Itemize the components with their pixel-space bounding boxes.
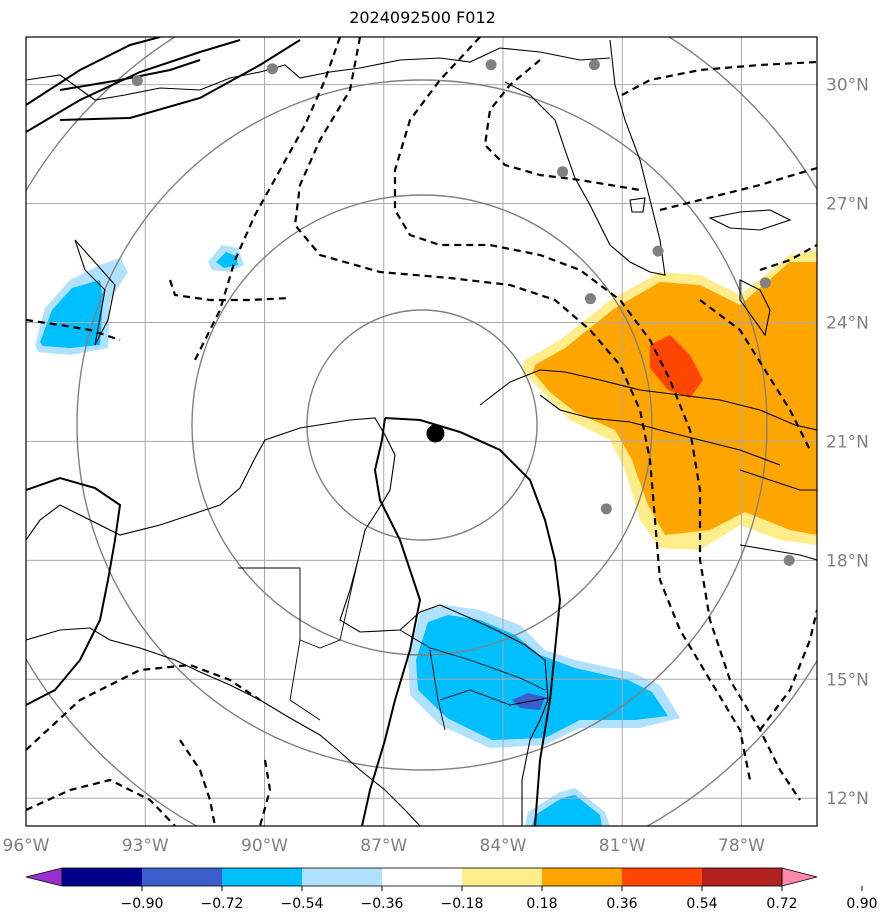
- station-marker: [783, 554, 795, 566]
- colorbar-extend-low: [25, 867, 63, 887]
- longitude-tick-labels: 96°W 93°W 90°W 87°W 84°W 81°W 78°W: [3, 836, 766, 856]
- colorbar-bin: [222, 868, 302, 886]
- colorbar-tick-label: 0.72: [766, 896, 797, 912]
- latitude-tick-label: 30°N: [826, 76, 869, 96]
- longitude-tick-label: 96°W: [3, 836, 50, 856]
- latitude-tick-label: 27°N: [826, 195, 869, 215]
- colorbar-bin: [622, 868, 702, 886]
- longitude-tick-label: 90°W: [241, 836, 288, 856]
- colorbar: −0.90 −0.72 −0.54 −0.36 −0.18 0.18 0.36 0.54 0.7…: [25, 867, 878, 912]
- longitude-tick-label: 84°W: [480, 836, 527, 856]
- colorbar-bin: [142, 868, 222, 886]
- colorbar-tick-label: 0.54: [686, 896, 717, 912]
- longitude-tick-label: 78°W: [718, 836, 765, 856]
- negative-anomaly-region: [35, 245, 680, 826]
- colorbar-bin: [382, 868, 462, 886]
- dashed-contours: [26, 37, 817, 826]
- colorbar-tick-label: −0.54: [281, 896, 324, 912]
- colorbar-bin: [462, 868, 542, 886]
- colorbar-extend-high: [781, 867, 818, 887]
- storm-center-marker: [426, 424, 445, 443]
- colorbar-bin: [542, 868, 622, 886]
- colorbar-bin: [702, 868, 782, 886]
- colorbar-tick-label: 0.36: [606, 896, 637, 912]
- solid-contours: [26, 37, 562, 826]
- latitude-tick-label: 12°N: [826, 789, 869, 809]
- borders: [238, 559, 549, 731]
- longitude-tick-label: 87°W: [360, 836, 407, 856]
- latitude-tick-label: 21°N: [826, 432, 869, 452]
- latitude-tick-label: 18°N: [826, 551, 869, 571]
- colorbar-tick-label: −0.36: [361, 896, 404, 912]
- colorbar-tick-label: −0.90: [121, 896, 164, 912]
- colorbar-tick-label: −0.72: [201, 896, 244, 912]
- colorbar-bin: [62, 868, 142, 886]
- colorbar-outline: [61, 867, 783, 887]
- station-marker: [652, 245, 664, 257]
- station-marker: [588, 59, 600, 71]
- station-marker: [600, 503, 612, 515]
- colorbar-tick-label: 0.18: [526, 896, 557, 912]
- map-title: 2024092500 F012: [349, 8, 496, 27]
- station-marker: [759, 277, 771, 289]
- station-marker: [266, 63, 278, 75]
- station-marker: [131, 75, 143, 87]
- latitude-tick-label: 15°N: [826, 670, 869, 690]
- colorbar-tick-label: 0.90: [846, 896, 877, 912]
- longitude-tick-label: 81°W: [599, 836, 646, 856]
- station-marker: [584, 293, 596, 305]
- latitude-tick-label: 24°N: [826, 313, 869, 333]
- range-rings: [26, 37, 817, 826]
- positive-anomaly-region: [522, 250, 817, 550]
- map-frame: [25, 36, 818, 827]
- station-marker: [485, 59, 497, 71]
- colorbar-tick-label: −0.18: [441, 896, 484, 912]
- longitude-tick-label: 93°W: [122, 836, 169, 856]
- colorbar-bin: [302, 868, 382, 886]
- station-marker: [557, 166, 569, 178]
- station-markers: [131, 59, 795, 566]
- latitude-tick-labels: 30°N 27°N 24°N 21°N 18°N 15°N 12°N: [826, 76, 869, 810]
